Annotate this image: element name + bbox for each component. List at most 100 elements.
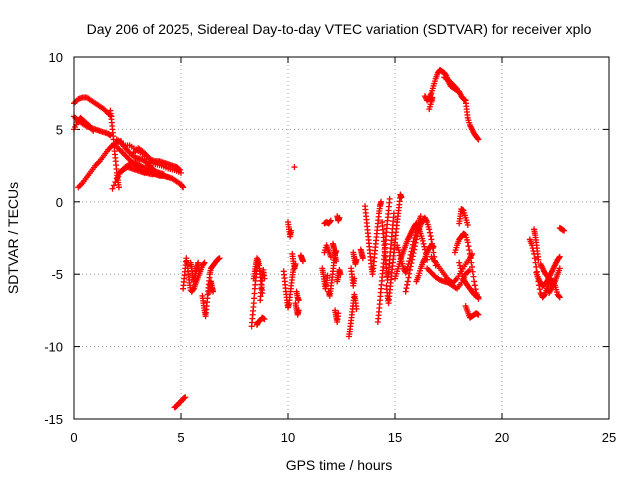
data-point-interp [328,279,335,286]
data-point-interp [327,288,334,295]
data-point-interp [260,315,267,322]
data-point-interp [200,297,207,304]
data-point-interp [393,222,400,229]
data-point-interp [261,272,268,279]
data-point-interp [404,265,411,272]
data-point-interp [129,159,136,166]
data-point-interp [133,154,140,161]
data-point-interp [474,134,481,141]
data-point-interp [112,179,119,186]
data-point-interp [333,317,340,324]
data-point-interp [352,295,359,302]
data-point-interp [159,159,166,166]
data-point-interp [431,78,438,85]
data-point [533,263,540,270]
data-point-interp [427,233,434,240]
data-point-interp [288,276,295,283]
data-point-interp [385,271,392,278]
data-point-interp [386,260,393,267]
data-point-interp [441,70,448,77]
data-point-interp [429,85,436,92]
data-point-interp [250,304,257,311]
data-point-interp [452,276,459,283]
data-point-interp [393,270,400,277]
y-tick-label: 5 [56,122,63,137]
data-point-interp [84,121,91,128]
data-point-interp [426,268,433,275]
data-point-interp [332,256,339,263]
data-point-interp [407,263,414,270]
data-point-interp [249,315,256,322]
data-point-interp [254,259,261,266]
data-point-interp [106,131,113,138]
data-point-interp [374,223,381,230]
data-point-interp [466,119,473,126]
x-axis-label: GPS time / hours [286,457,393,473]
data-point-interp [109,123,116,130]
data-point-interp [108,113,115,120]
data-point-interp [336,215,343,222]
data-point-interp [470,273,477,280]
data-point-interp [395,204,402,211]
data-point-interp [532,259,539,266]
data-point-interp [163,160,170,167]
data-point-interp [350,294,357,301]
data-point-interp [469,268,476,275]
data-point-interp [131,166,138,173]
data-point-interp [416,223,423,230]
data-point-interp [412,239,419,246]
data-point-interp [388,237,395,244]
data-point-interp [423,217,430,224]
data-point-interp [112,154,119,161]
data-point-interp [545,274,552,281]
data-point-interp [353,303,360,310]
data-point-interp [251,290,258,297]
data-point-interp [86,170,93,177]
data-point-interp [419,235,426,242]
data-point-interp [448,80,455,87]
data-point-interp [386,199,393,206]
data-point-interp [403,285,410,292]
data-point-interp [464,111,471,118]
data-point-interp [531,230,538,237]
data-point-interp [89,126,96,133]
y-tick-label: -15 [44,412,63,427]
data-point-interp [431,257,438,264]
data-point-interp [375,312,382,319]
data-point-interp [196,270,203,277]
plot-frame [73,56,610,420]
y-tick-label: 10 [49,50,63,65]
data-point-interp [384,289,391,296]
data-point-interp [289,255,296,262]
data-point-interp [556,254,563,261]
data-point-interp [456,215,463,222]
data-point-interp [174,165,181,172]
data-point-interp [99,128,106,135]
data-point-interp [330,262,337,269]
data-point-interp [148,169,155,176]
data-point-interp [429,95,436,102]
data-point-interp [110,133,117,140]
data-point-interp [457,265,464,272]
data-point-interp [353,258,360,265]
data-point-interp [146,162,153,169]
data-point-interp [555,292,562,299]
data-point-interp [533,245,540,252]
data-point-interp [125,155,132,162]
data-point-interp [459,273,466,280]
data-point-interp [299,257,306,264]
data-point-interp [209,287,216,294]
data-point-interp [463,103,470,110]
data-point-interp [464,219,471,226]
data-point-interp [385,297,392,304]
x-tick-label: 20 [495,430,509,445]
data-point-interp [203,306,210,313]
data-point-interp [474,135,481,142]
data-point-interp [439,269,446,276]
data-point-interp [370,265,377,272]
data-point [430,249,437,256]
data-point-interp [135,167,142,174]
data-point-interp [560,227,567,234]
data-point-interp [528,240,535,247]
